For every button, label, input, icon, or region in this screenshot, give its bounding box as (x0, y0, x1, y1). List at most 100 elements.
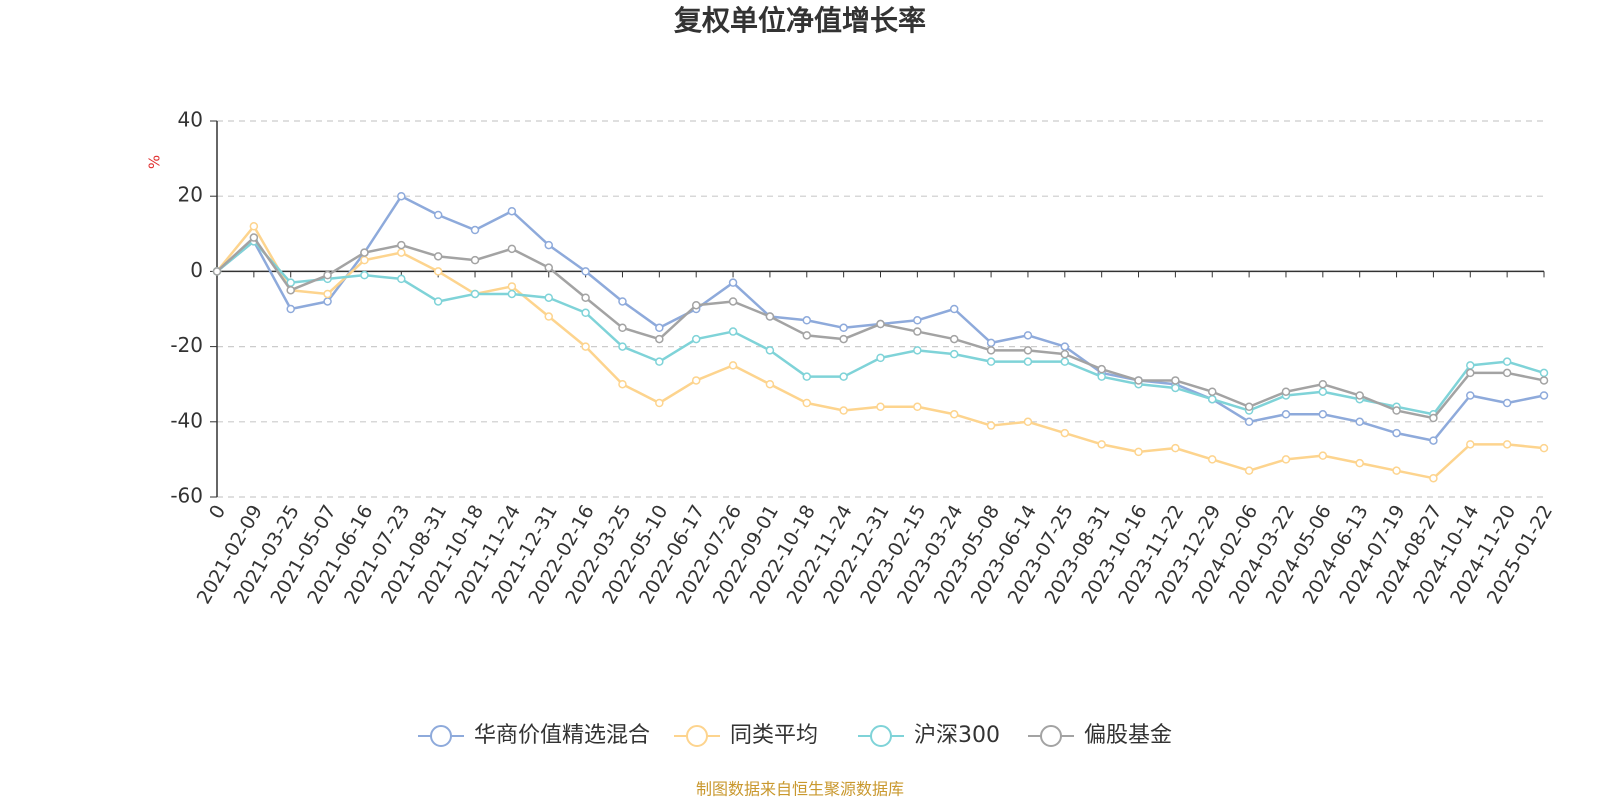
y-tick-label: 40 (178, 108, 203, 132)
y-unit: % (146, 155, 164, 169)
data-point (470, 289, 480, 299)
data-point (839, 334, 848, 344)
data-point (728, 327, 738, 336)
legend-label: 偏股基金 (1084, 723, 1172, 748)
data-point (397, 274, 406, 284)
data-point (360, 270, 369, 280)
data-point (433, 252, 443, 261)
data-point (655, 334, 664, 344)
data-point (249, 233, 259, 242)
data-point (581, 342, 590, 351)
data-point (249, 222, 259, 231)
data-point (544, 293, 553, 302)
data-point (1023, 417, 1033, 427)
data-point (1466, 391, 1475, 400)
data-point (913, 316, 922, 325)
data-point (655, 323, 664, 333)
data-point (876, 353, 885, 363)
data-point (691, 376, 701, 385)
data-point (876, 319, 885, 329)
data-point (1097, 372, 1106, 381)
data-point (1171, 443, 1180, 453)
data-point (1318, 410, 1328, 419)
y-tick-label: -60 (170, 484, 203, 508)
data-point (765, 379, 775, 389)
data-point (1392, 466, 1401, 475)
data-point (1097, 440, 1106, 449)
data-point (728, 278, 738, 287)
data-point (1539, 443, 1549, 453)
y-tick-label: -20 (170, 333, 203, 357)
data-point (949, 410, 959, 419)
data-point (655, 357, 664, 366)
data-point (765, 312, 775, 321)
data-point (986, 421, 996, 430)
data-point (433, 267, 443, 276)
data-point (913, 346, 922, 355)
series-line (216, 225, 1545, 480)
data-point (1134, 447, 1143, 457)
data-point (1318, 451, 1328, 460)
data-point (1318, 379, 1328, 389)
data-point (1060, 342, 1070, 351)
data-point (949, 304, 959, 314)
data-point (1134, 376, 1143, 385)
data-point (1429, 413, 1438, 423)
data-point (691, 334, 701, 344)
data-point (1539, 376, 1549, 385)
legend-label: 沪深300 (914, 723, 1000, 748)
data-point (1208, 455, 1217, 464)
data-point (1208, 394, 1217, 404)
data-point (913, 402, 922, 412)
data-point (1097, 364, 1106, 374)
data-point (581, 267, 590, 276)
data-point (323, 270, 332, 280)
data-point (1466, 368, 1475, 378)
legend-icon (1040, 725, 1062, 747)
data-point (839, 372, 848, 381)
data-point (1502, 368, 1512, 378)
data-point (876, 402, 885, 412)
data-point (1392, 428, 1401, 438)
data-point (1502, 398, 1512, 408)
legend-icon (870, 725, 892, 747)
data-point (1060, 428, 1070, 438)
data-point (1429, 436, 1438, 445)
y-tick-label: 20 (178, 183, 203, 207)
data-point (986, 346, 996, 355)
legend-icon (686, 725, 708, 747)
data-point (618, 323, 627, 333)
data-point (544, 263, 553, 272)
data-point (507, 289, 517, 299)
data-point (1244, 417, 1254, 427)
data-point (1281, 387, 1291, 396)
data-point (802, 331, 812, 340)
data-point (986, 357, 996, 366)
data-point (397, 240, 406, 250)
data-point (1281, 410, 1291, 419)
data-point (949, 349, 959, 359)
data-point (286, 304, 295, 314)
data-point (507, 206, 517, 216)
data-point (360, 248, 369, 257)
data-point (986, 338, 996, 348)
data-point (212, 267, 222, 276)
data-point (1244, 466, 1254, 475)
data-point (507, 244, 517, 254)
data-point (728, 361, 738, 370)
data-point (1023, 357, 1033, 366)
data-point (1023, 346, 1033, 355)
x-tick-label: 0 (205, 501, 230, 522)
data-point (360, 255, 369, 265)
data-point (802, 372, 812, 381)
data-point (1060, 357, 1070, 366)
data-point (839, 406, 848, 415)
data-point (1355, 417, 1364, 427)
data-point (1208, 387, 1217, 396)
data-point (728, 297, 738, 306)
chart-title: 复权单位净值增长率 (674, 4, 926, 37)
source-note: 制图数据来自恒生聚源数据库 (696, 780, 904, 799)
legend-icon (430, 725, 452, 747)
data-point (470, 255, 480, 265)
